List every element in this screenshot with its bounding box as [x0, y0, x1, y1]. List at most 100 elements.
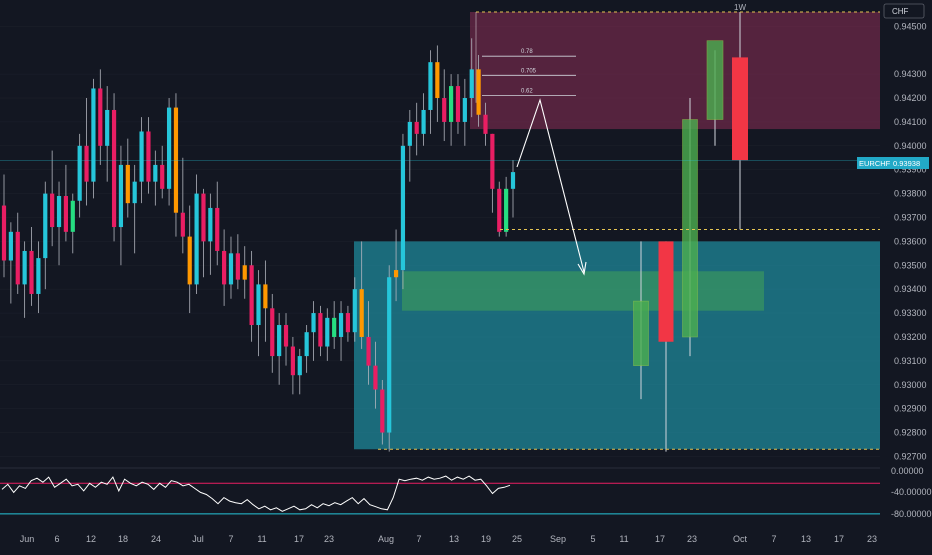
rsi-line	[1, 475, 511, 512]
candle-body	[428, 62, 433, 110]
price-tick-label: 0.93700	[894, 212, 927, 222]
fib-level-label: 0.62	[521, 89, 533, 95]
time-tick-label: 7	[228, 534, 233, 544]
time-tick-label: 23	[324, 534, 334, 544]
rsi-tick-label: -40.00000	[891, 487, 932, 497]
price-tick-label: 0.94100	[894, 117, 927, 127]
candle-body	[70, 200, 75, 232]
candle-body	[380, 389, 385, 433]
candle-body	[359, 289, 364, 337]
candle-body	[414, 121, 419, 134]
price-tick-label: 0.93500	[894, 260, 927, 270]
rsi-tick-label: -80.00000	[891, 509, 932, 519]
candle-body	[201, 193, 206, 242]
time-tick-label: 24	[151, 534, 161, 544]
candle-body	[235, 253, 240, 280]
time-tick-label: Oct	[733, 534, 748, 544]
price-tick-label: 0.93900	[894, 165, 927, 175]
time-tick-label: Jun	[20, 534, 35, 544]
candle-body	[435, 62, 440, 99]
candle-body	[407, 121, 412, 146]
candle-body	[180, 212, 185, 237]
symbol-badge-price: 0.93938	[893, 159, 920, 168]
time-tick-label: Aug	[378, 534, 394, 544]
candle-body	[256, 284, 261, 326]
annotation-layer: 0.78 0.705 0.62	[0, 11, 880, 450]
candle-body	[173, 107, 179, 213]
price-tick-label: 0.92900	[894, 404, 927, 414]
candle-layer	[1, 12, 748, 452]
candle-body	[393, 270, 399, 278]
price-tick-label: 0.93400	[894, 284, 927, 294]
price-tick-label: 0.92700	[894, 451, 927, 461]
price-tick-label: 0.93100	[894, 356, 927, 366]
candle-body	[290, 346, 295, 376]
candle-body	[263, 284, 268, 309]
projection-candle	[682, 119, 698, 338]
projection-candle	[658, 241, 674, 342]
candle-body	[98, 88, 103, 146]
currency-label: CHF	[892, 7, 909, 16]
time-tick-label: 5	[590, 534, 595, 544]
time-tick-label: 13	[449, 534, 459, 544]
arrow-head	[577, 261, 587, 276]
candle-body	[125, 164, 130, 204]
timeframe-label: 1W	[734, 3, 746, 12]
candle-body	[325, 317, 330, 347]
symbol-badge-name: EURCHF	[859, 159, 891, 168]
candle-body	[77, 145, 82, 201]
candle-body	[387, 277, 392, 433]
candle-body	[448, 86, 454, 122]
candle-body	[153, 164, 158, 182]
candle-body	[56, 195, 62, 228]
candle-body	[352, 289, 357, 333]
candle-body	[1, 205, 7, 261]
candle-body	[270, 308, 275, 357]
candle-body	[304, 332, 309, 357]
price-tick-label: 0.94000	[894, 141, 927, 151]
price-tick-label: 0.93000	[894, 380, 927, 390]
candle-body	[249, 265, 254, 326]
candle-body	[400, 145, 406, 271]
time-tick-label: 19	[481, 534, 491, 544]
candle-body	[483, 114, 488, 134]
time-tick-label: 11	[619, 534, 628, 544]
price-tick-label: 0.93300	[894, 308, 927, 318]
zone-layer	[354, 12, 880, 450]
candle-body	[63, 195, 69, 232]
candle-body	[43, 193, 48, 259]
time-tick-label: 25	[512, 534, 522, 544]
symbol-badge	[857, 157, 929, 169]
price-tick-label: 0.92800	[894, 428, 927, 438]
candle-body	[462, 98, 467, 122]
candle-body	[146, 131, 151, 182]
candle-body	[29, 250, 34, 294]
time-tick-label: Jul	[192, 534, 204, 544]
candle-body	[332, 317, 337, 337]
time-tick-label: 23	[867, 534, 877, 544]
fib-level-label: 0.78	[521, 49, 533, 55]
price-tick-label: 0.93600	[894, 236, 927, 246]
price-tick-label: 0.94500	[894, 21, 927, 31]
projection-candle	[732, 57, 748, 161]
candle-body	[15, 231, 20, 285]
candle-body	[8, 231, 13, 261]
time-tick-label: Sep	[550, 534, 566, 544]
time-tick-label: 6	[54, 534, 59, 544]
imbalance-zone	[402, 271, 764, 311]
time-tick-label: 17	[294, 534, 304, 544]
projection-candle	[633, 300, 649, 366]
candle-body	[345, 313, 351, 333]
candle-body	[222, 250, 227, 285]
candle-body	[132, 181, 137, 204]
candle-body	[242, 265, 247, 280]
candle-body	[50, 193, 55, 228]
candle-body	[118, 164, 124, 228]
supply-zone	[470, 12, 880, 130]
candle-body	[215, 207, 220, 251]
price-tick-label: 0.94300	[894, 69, 927, 79]
currency-box	[883, 3, 925, 19]
time-axis: Jun 6 12 18 24 Jul 7 11 17 23 Aug 7 13 19 25 Sep 5 11 17 23…	[20, 534, 877, 544]
